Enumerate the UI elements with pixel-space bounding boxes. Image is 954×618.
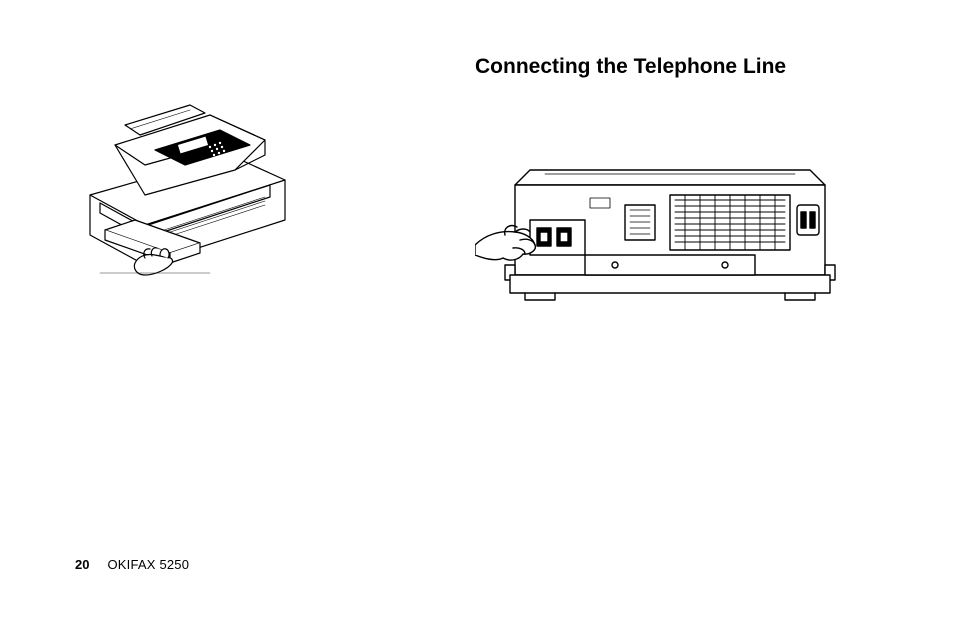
product-model: OKIFAX 5250 <box>107 557 189 572</box>
page-number: 20 <box>75 557 89 572</box>
figure-fax-front <box>60 85 310 280</box>
figure-fax-rear <box>475 150 865 310</box>
page-footer: 20 OKIFAX 5250 <box>75 557 189 572</box>
manual-page: Connecting the Telephone Line <box>0 0 954 618</box>
section-heading: Connecting the Telephone Line <box>475 55 786 79</box>
